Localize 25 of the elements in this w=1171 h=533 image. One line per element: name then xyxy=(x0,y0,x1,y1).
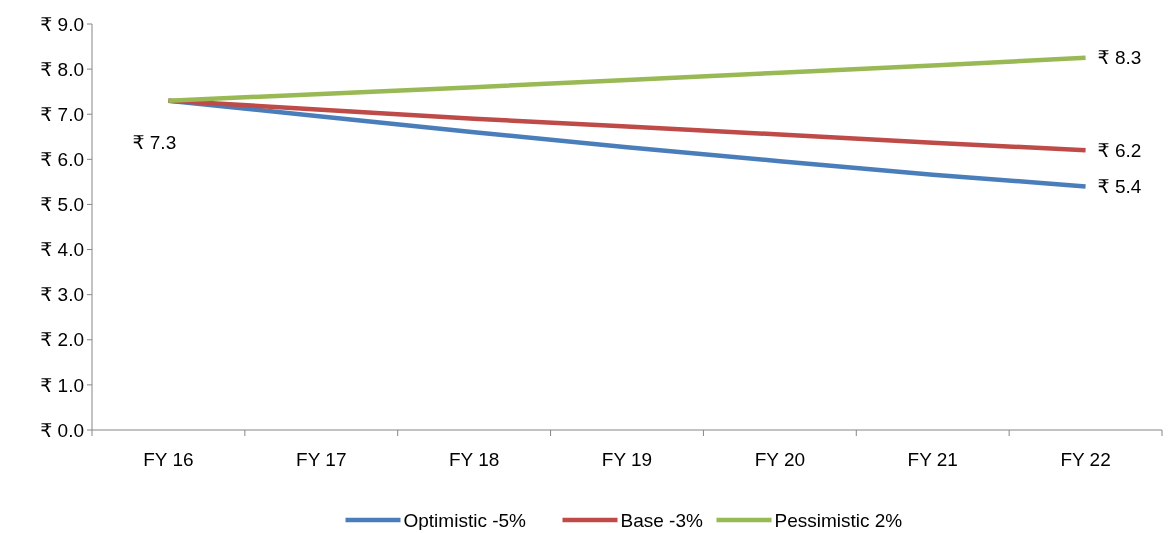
legend-label: Optimistic -5% xyxy=(403,509,527,531)
y-tick-label: ₹ 4.0 xyxy=(40,239,84,261)
legend-label: Base -3% xyxy=(620,509,703,531)
data-label: ₹ 6.2 xyxy=(1097,139,1142,161)
x-tick-label: FY 22 xyxy=(1060,449,1111,470)
y-tick-label: ₹ 6.0 xyxy=(40,148,84,170)
y-tick-label: ₹ 2.0 xyxy=(40,329,84,351)
y-tick-label: ₹ 1.0 xyxy=(40,374,84,396)
data-label: ₹ 7.3 xyxy=(132,132,177,154)
x-tick-label: FY 18 xyxy=(448,449,500,470)
y-tick-label: ₹ 9.0 xyxy=(40,13,84,35)
x-tick-label: FY 19 xyxy=(601,449,653,470)
y-tick-label: ₹ 8.0 xyxy=(40,58,84,80)
x-tick-label: FY 21 xyxy=(907,449,958,470)
data-label: ₹ 8.3 xyxy=(1097,47,1142,69)
legend-label: Pessimistic 2% xyxy=(774,509,903,531)
y-tick-label: ₹ 0.0 xyxy=(40,419,84,441)
y-tick-label: ₹ 7.0 xyxy=(40,103,84,125)
y-tick-label: ₹ 5.0 xyxy=(40,194,84,216)
data-label: ₹ 5.4 xyxy=(1097,176,1142,198)
x-tick-label: FY 16 xyxy=(143,449,194,470)
x-tick-label: FY 17 xyxy=(296,449,347,470)
x-tick-label: FY 20 xyxy=(754,449,806,470)
y-tick-label: ₹ 3.0 xyxy=(40,284,84,306)
line-series xyxy=(166,55,1088,103)
